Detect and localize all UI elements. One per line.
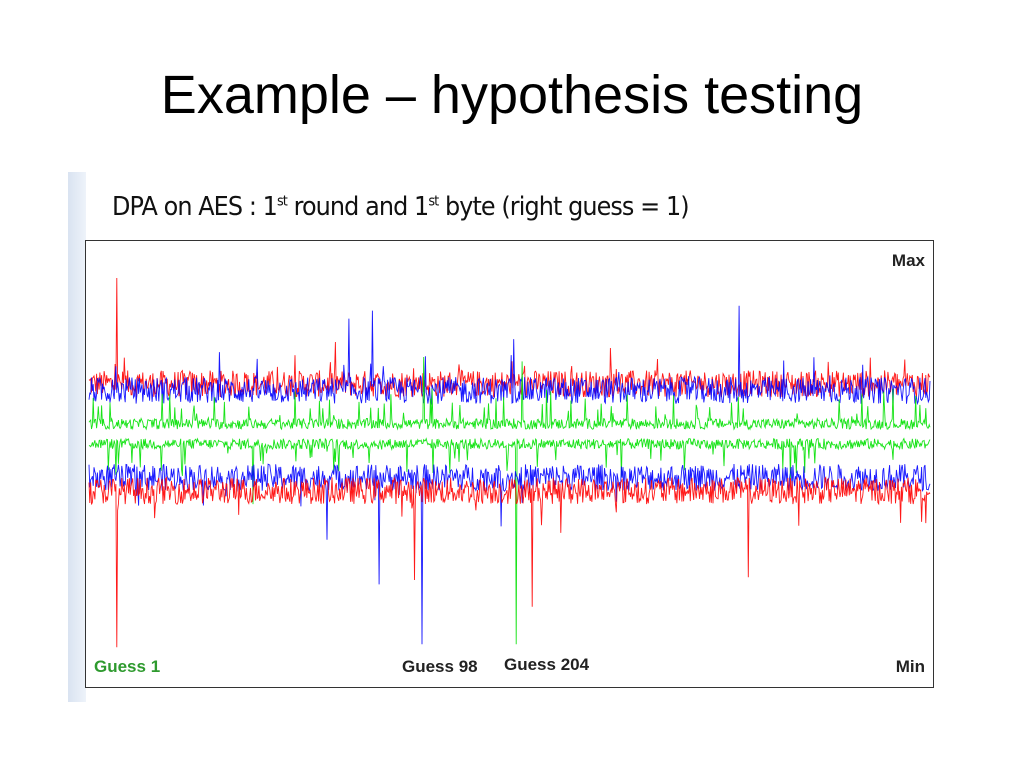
- annotation-guess-98: Guess 98: [402, 657, 478, 676]
- trace-lower-3: [88, 437, 931, 645]
- chart-title-mid: round and 1: [286, 192, 430, 222]
- chart-title-prefix: DPA on AES : 1: [112, 192, 278, 222]
- trace-upper-1: [88, 305, 931, 406]
- y-max-label: Max: [891, 251, 925, 270]
- chart-title: DPA on AES : 1st round and 1st byte (rig…: [112, 192, 690, 222]
- chart-title-sup: st: [428, 193, 439, 210]
- trace-upper-0: [88, 277, 931, 399]
- annotation-guess-204: Guess 204: [504, 655, 590, 674]
- y-min-label: Min: [895, 657, 925, 676]
- slide-title: Example – hypothesis testing: [160, 65, 864, 125]
- trace-lower-5: [88, 476, 931, 648]
- chart-title-suffix: byte (right guess = 1): [438, 192, 690, 222]
- chart-title-sup: st: [276, 193, 288, 210]
- trace-upper-2: [88, 356, 931, 431]
- trace-lower-4: [88, 463, 931, 645]
- chart-frame: Max Min Guess 1 Guess 98 Guess 204: [85, 240, 934, 688]
- annotation-guess-1: Guess 1: [94, 657, 161, 676]
- chart-plot: [88, 277, 931, 648]
- decorative-strip: [68, 172, 86, 702]
